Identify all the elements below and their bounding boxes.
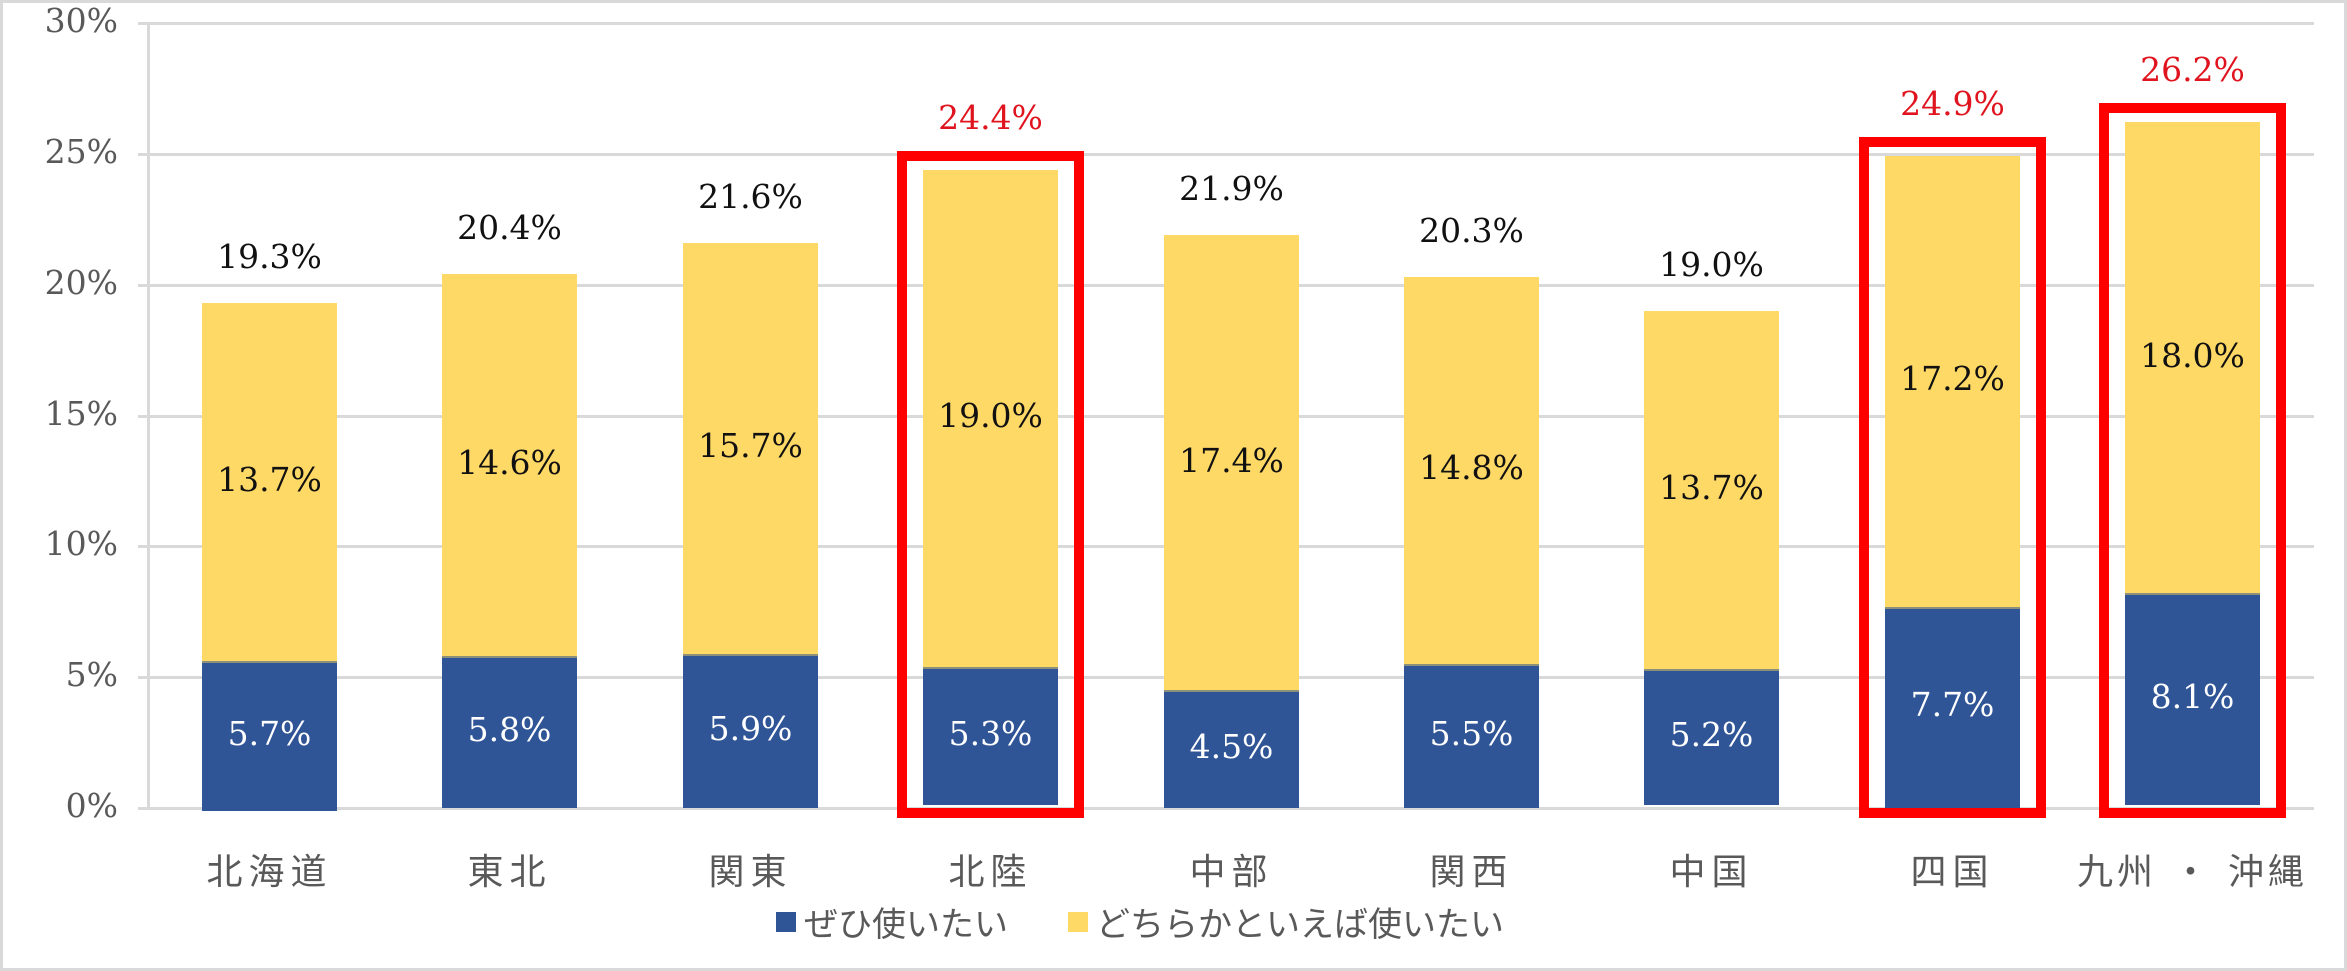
bar-segment-dochiraka bbox=[2125, 122, 2260, 594]
data-label: 5.3% bbox=[948, 714, 1033, 754]
y-tick-label: 5% bbox=[65, 655, 118, 695]
x-category-label: 中国 bbox=[1669, 852, 1754, 893]
y-tick-label: 25% bbox=[44, 131, 118, 171]
y-tick-label: 0% bbox=[65, 786, 118, 825]
gridline bbox=[138, 22, 2314, 25]
data-label: 18.0% bbox=[2140, 335, 2245, 375]
bar-segment-zehi bbox=[1164, 690, 1299, 808]
data-label: 14.6% bbox=[457, 443, 562, 483]
bar-segment-zehi bbox=[1644, 669, 1779, 806]
data-label: 5.8% bbox=[467, 710, 552, 750]
x-category-label: 九州 ・ 沖縄 bbox=[2077, 852, 2308, 893]
highlight-box bbox=[897, 150, 1084, 818]
bar-0: 13.7% 5.7% bbox=[202, 302, 337, 811]
gridline bbox=[138, 152, 2314, 156]
x-category-label: 北陸 bbox=[948, 852, 1033, 893]
total-label: 21.9% bbox=[1179, 168, 1284, 208]
x-category-label: 関西 bbox=[1429, 852, 1514, 893]
bar-segment-zehi bbox=[442, 656, 577, 808]
y-tick-label: 10% bbox=[44, 524, 118, 564]
bar-segment-dochiraka bbox=[442, 274, 577, 657]
y-tick-label: 20% bbox=[44, 262, 118, 302]
data-label: 17.2% bbox=[1900, 359, 2005, 399]
total-label: 19.0% bbox=[1659, 244, 1764, 284]
bar-3: 19.0% 5.3% bbox=[923, 169, 1058, 808]
data-label: 4.5% bbox=[1189, 727, 1274, 767]
total-label: 19.3% bbox=[217, 236, 322, 276]
bar-5: 14.8% 5.5% bbox=[1404, 276, 1539, 808]
bar-segment-zehi bbox=[1885, 606, 2020, 808]
gridline bbox=[138, 807, 2314, 810]
y-tick-label: 15% bbox=[44, 393, 118, 433]
bar-segment-dochiraka bbox=[202, 302, 337, 662]
data-label: 5.2% bbox=[1669, 715, 1754, 755]
legend-item-zehi: ぜひ使いたい bbox=[776, 897, 1008, 946]
data-label: 14.8% bbox=[1419, 448, 1524, 488]
data-label: 5.5% bbox=[1429, 714, 1514, 754]
bar-segment-dochiraka bbox=[683, 242, 818, 654]
x-category-label: 東北 bbox=[467, 852, 552, 893]
bar-segment-dochiraka bbox=[1644, 310, 1779, 670]
bar-6: 13.7% 5.2% bbox=[1644, 310, 1779, 808]
x-category-label: 四国 bbox=[1910, 852, 1995, 893]
legend-label: どちらかといえば使いたい bbox=[1096, 905, 1504, 945]
bar-segment-dochiraka bbox=[1885, 156, 2020, 607]
data-label: 5.7% bbox=[227, 714, 312, 754]
legend-swatch-navy bbox=[776, 911, 796, 932]
total-label: 20.3% bbox=[1419, 210, 1524, 250]
data-label: 13.7% bbox=[1659, 468, 1764, 508]
data-label: 19.0% bbox=[938, 396, 1043, 436]
data-label: 13.7% bbox=[217, 460, 322, 500]
bar-segment-zehi bbox=[683, 653, 818, 808]
highlight-box bbox=[1859, 137, 2046, 818]
bar-1: 14.6% 5.8% bbox=[442, 274, 577, 808]
total-label: 26.2% bbox=[2140, 50, 2245, 90]
bar-segment-zehi bbox=[202, 661, 337, 811]
data-label: 17.4% bbox=[1179, 440, 1284, 480]
y-tick-label: 30% bbox=[44, 1, 118, 40]
total-label: 24.4% bbox=[938, 97, 1043, 137]
legend-label: ぜひ使いたい bbox=[804, 905, 1008, 945]
bar-segment-zehi bbox=[2125, 593, 2260, 806]
bar-segment-zehi bbox=[1404, 664, 1539, 808]
legend-item-dochiraka: どちらかといえば使いたい bbox=[1068, 897, 1504, 946]
legend-swatch-yellow bbox=[1068, 911, 1088, 932]
x-category-label: 北海道 bbox=[206, 852, 333, 893]
bar-segment-dochiraka bbox=[1164, 234, 1299, 691]
legend: ぜひ使いたい どちらかといえば使いたい bbox=[776, 897, 1564, 946]
bar-2: 15.7% 5.9% bbox=[683, 242, 818, 808]
x-category-label: 関東 bbox=[708, 852, 793, 893]
bar-4: 17.4% 4.5% bbox=[1164, 234, 1299, 808]
total-label: 20.4% bbox=[457, 208, 562, 248]
data-label: 8.1% bbox=[2150, 677, 2235, 717]
data-label: 5.9% bbox=[708, 708, 793, 748]
bar-8: 18.0% 8.1% bbox=[2125, 122, 2260, 808]
total-label: 21.6% bbox=[698, 176, 803, 216]
data-label: 7.7% bbox=[1910, 685, 1995, 725]
highlight-box bbox=[2099, 103, 2286, 818]
data-label: 15.7% bbox=[698, 426, 803, 466]
x-category-label: 中部 bbox=[1189, 852, 1274, 893]
bar-segment-zehi bbox=[923, 666, 1058, 806]
bar-7: 17.2% 7.7% bbox=[1885, 156, 2020, 808]
total-label: 24.9% bbox=[1900, 84, 2005, 124]
bar-segment-dochiraka bbox=[1404, 276, 1539, 665]
bar-segment-dochiraka bbox=[923, 169, 1058, 667]
